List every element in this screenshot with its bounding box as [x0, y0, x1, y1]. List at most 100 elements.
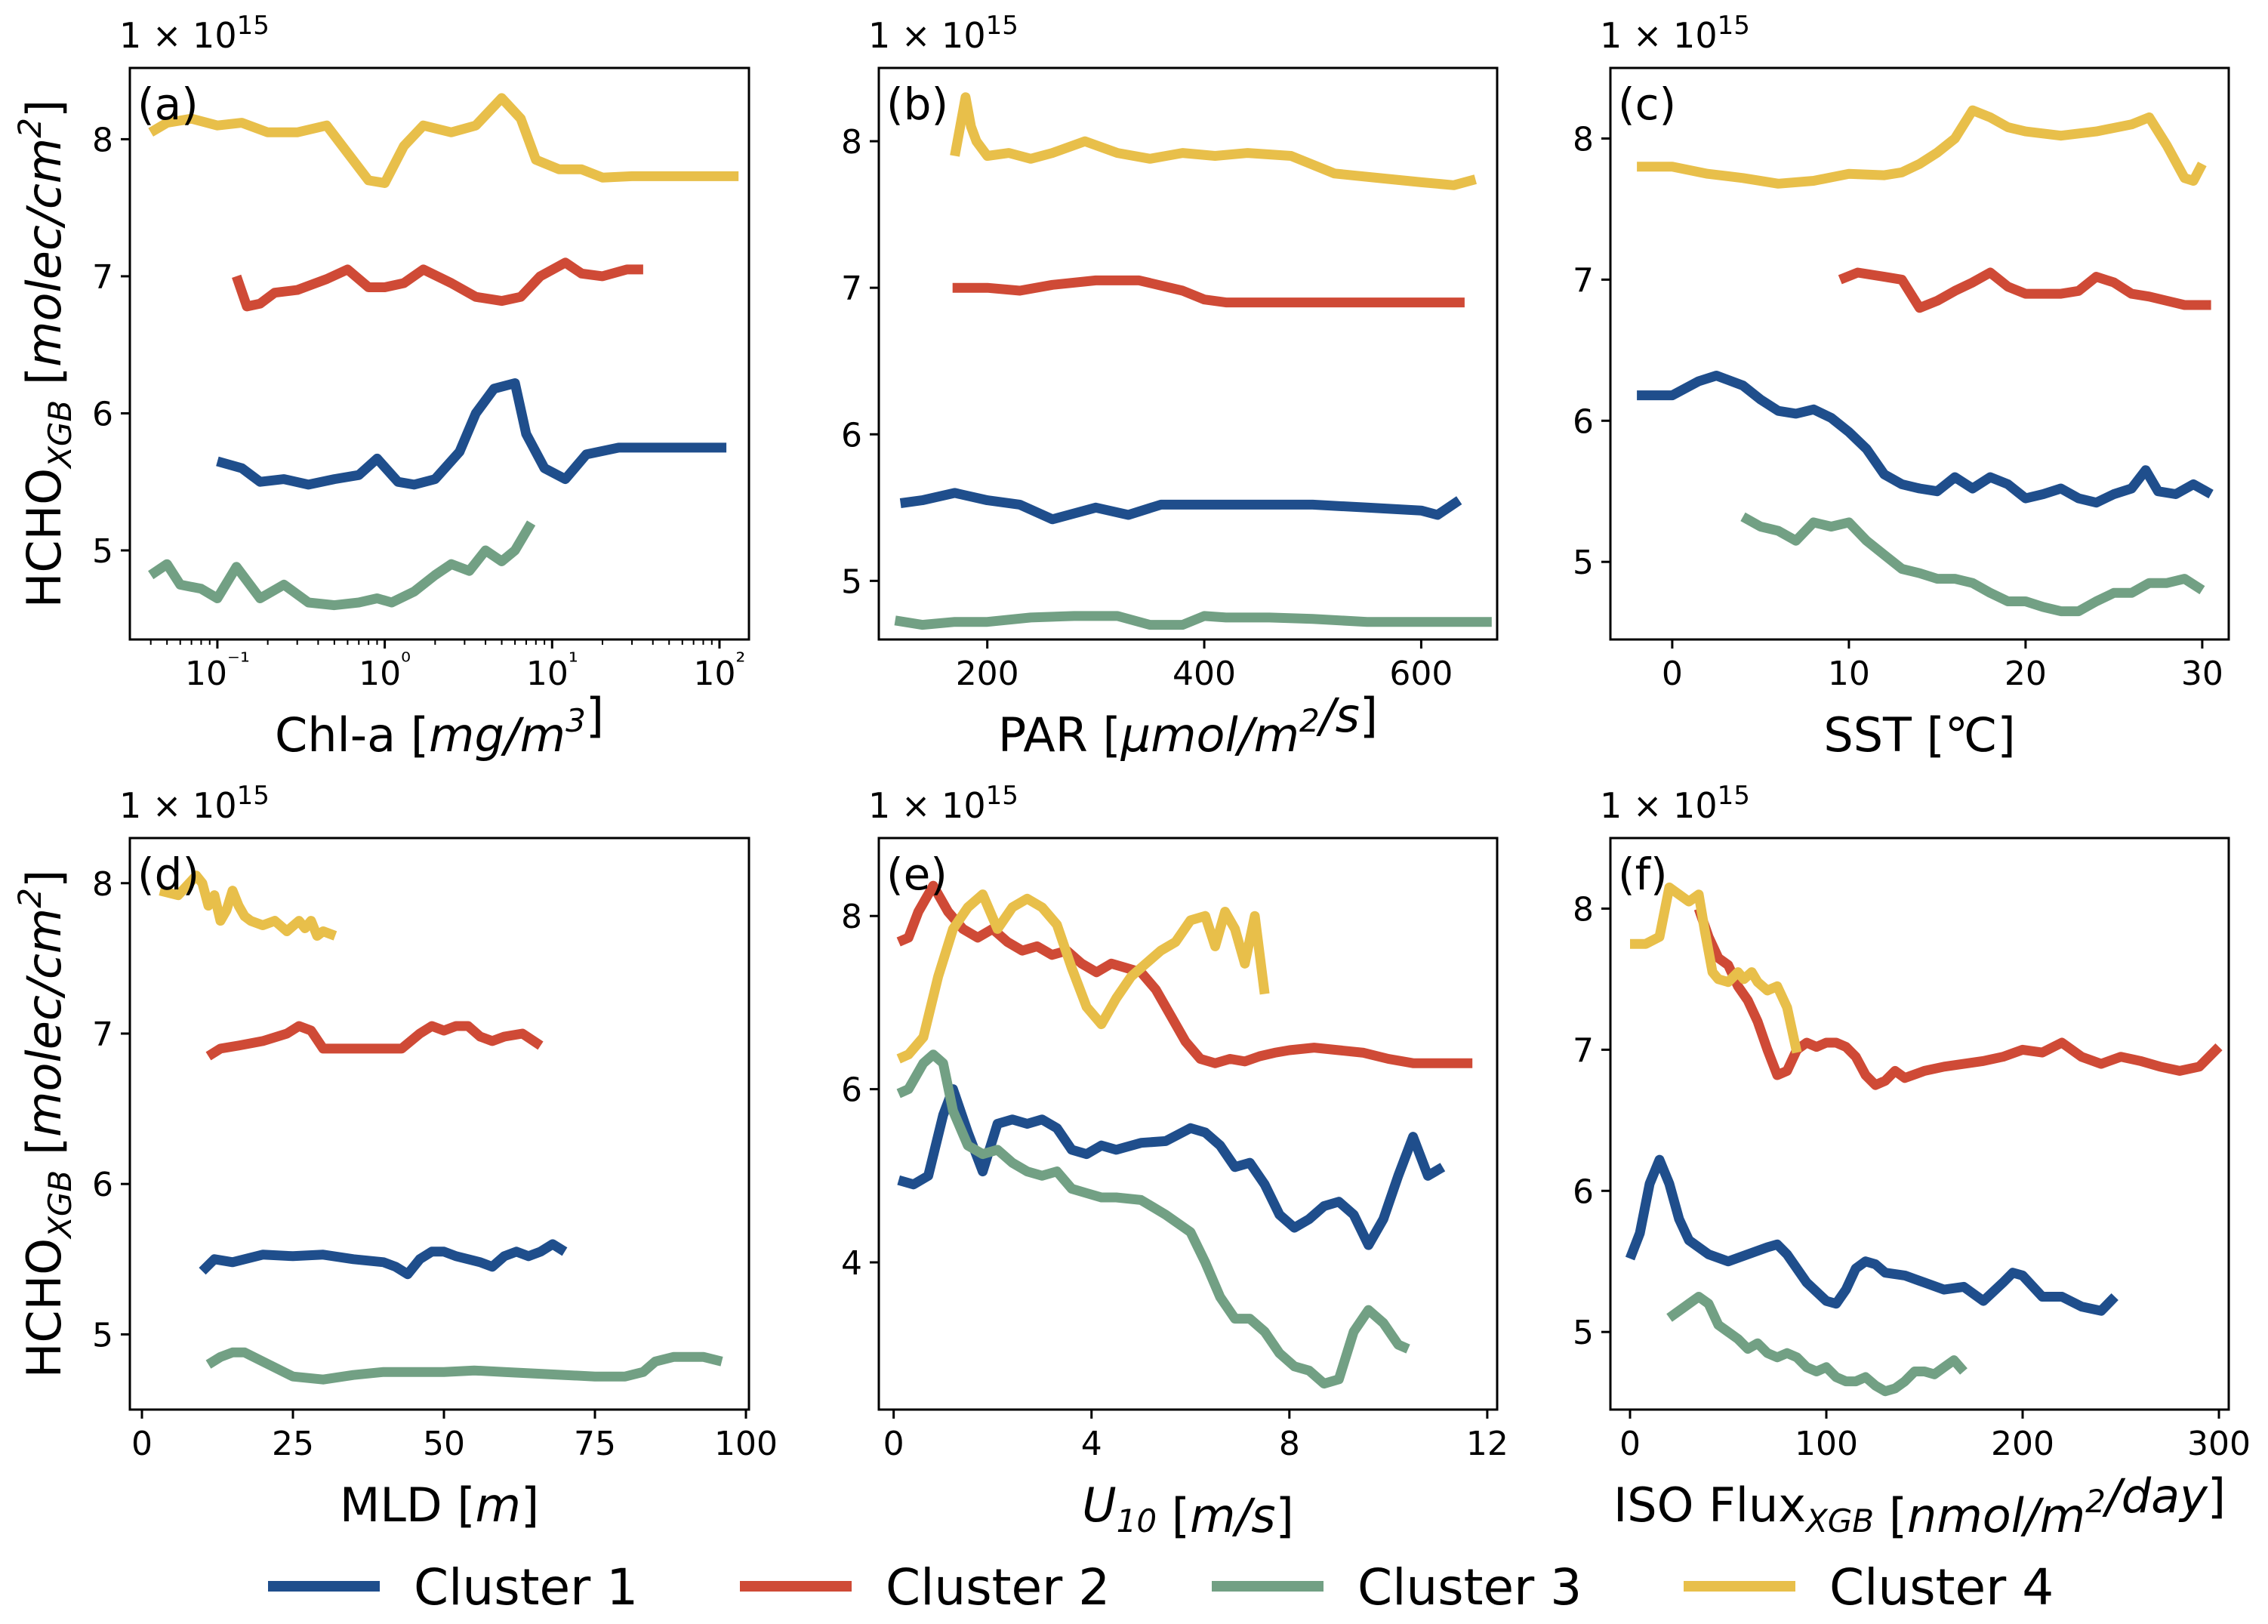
series-line — [148, 93, 739, 188]
panel-label: (e) — [886, 849, 948, 900]
series-line — [950, 92, 1477, 190]
x-axis-label: MLD [m] — [340, 1478, 539, 1533]
series-line — [897, 1084, 1446, 1250]
series-line — [1637, 105, 2207, 189]
series-line — [1666, 1292, 1968, 1397]
y-tick-label: 8 — [841, 123, 862, 162]
y-tick-label: 6 — [1573, 402, 1594, 441]
x-tick-label: 300 — [2187, 1425, 2251, 1463]
y-tick-label: 7 — [1573, 1031, 1594, 1070]
y-tick-label: 8 — [92, 865, 113, 904]
plot-frame — [128, 837, 750, 1411]
x-tick-label: 600 — [1389, 655, 1453, 693]
x-tick-label: 0 — [1662, 655, 1683, 693]
series-line — [1630, 882, 1802, 1054]
x-tick-label: 0 — [131, 1425, 153, 1463]
x-tick-label: 30 — [2181, 655, 2223, 693]
y-axis-label: HCHOXGB [molec/cm2] — [11, 870, 79, 1379]
plot-frame — [1609, 837, 2230, 1411]
chart-panel: 0 25 50 75 100 5 6 7 81 × 1015 (d) MLD [m] HCHOXGB … — [11, 781, 778, 1533]
series-line — [952, 275, 1465, 308]
legend: Cluster 1 Cluster 2 Cluster 3 Cluster 4 — [268, 1558, 2054, 1616]
legend-item: Cluster 3 — [1212, 1558, 1582, 1616]
panel-label: (d) — [137, 849, 199, 900]
x-tick-label: 10¹ — [526, 647, 578, 693]
x-tick-label: 400 — [1173, 655, 1236, 693]
y-tick-label: 8 — [841, 898, 862, 936]
x-tick-label: 8 — [1279, 1425, 1300, 1463]
y-tick-label: 8 — [92, 121, 113, 159]
legend-label: Cluster 2 — [886, 1558, 1110, 1616]
plot-frame — [128, 66, 750, 641]
series-line — [205, 1347, 723, 1385]
x-tick-label: 50 — [423, 1425, 465, 1463]
plot-frame — [1609, 66, 2230, 641]
y-tick-label: 7 — [1573, 261, 1594, 300]
x-axis-label: U10 [m/s] — [1082, 1478, 1294, 1543]
y-tick-label: 8 — [1573, 890, 1594, 929]
chart-panel: 0 4 8 12 4 6 8 1 × 1015 (e) U10 [m/s] — [841, 781, 1508, 1543]
y-tick-label: 7 — [92, 1015, 113, 1054]
panel-label: (b) — [886, 79, 948, 130]
series-line — [148, 520, 536, 611]
series-line — [896, 889, 1270, 1064]
chart-panel: 200 400 600 5 6 7 8 1 × 1015 (b) PAR [μmol/m2/s] — [841, 11, 1499, 763]
x-axis-label: Chl-a [mg/m3] — [275, 688, 604, 763]
series-line — [1637, 371, 2214, 508]
legend-item: Cluster 1 — [268, 1558, 638, 1616]
y-multiplier: 1 × 1015 — [119, 11, 270, 56]
x-tick-label: 10 — [1828, 655, 1870, 693]
series-line — [232, 257, 643, 312]
plot-frame — [877, 66, 1499, 641]
series-line — [896, 1049, 1410, 1389]
series-line — [899, 488, 1462, 525]
x-tick-label: 100 — [714, 1425, 778, 1463]
x-tick-label: 12 — [1466, 1425, 1508, 1463]
x-tick-label: 25 — [272, 1425, 314, 1463]
legend-item: Cluster 2 — [740, 1558, 1110, 1616]
y-tick-label: 6 — [92, 1166, 113, 1204]
y-axis-label: HCHOXGB [molec/cm2] — [11, 100, 79, 609]
x-tick-label: 10⁻¹ — [185, 647, 250, 693]
y-multiplier: 1 × 1015 — [1600, 781, 1750, 826]
series-line — [199, 1239, 568, 1280]
panel-label: (f) — [1618, 849, 1668, 900]
x-axis-label: ISO FluxXGB [nmol/m2/day] — [1613, 1468, 2226, 1543]
y-multiplier: 1 × 1015 — [119, 781, 270, 826]
y-tick-label: 4 — [841, 1244, 862, 1283]
y-tick-label: 7 — [841, 270, 862, 308]
series-line — [1625, 1154, 2119, 1316]
y-tick-label: 6 — [92, 395, 113, 433]
plot-frame — [877, 837, 1499, 1411]
series-line — [205, 1021, 544, 1061]
panel-label: (a) — [137, 79, 199, 130]
series-line — [894, 611, 1492, 630]
x-tick-label: 200 — [956, 655, 1019, 693]
y-tick-label: 5 — [92, 532, 113, 571]
chart-panel: 10⁻¹ 10⁰ 10¹ 10² 5 6 7 8 1 × 1015 (a) Chl-a [mg/m3… — [11, 11, 750, 763]
x-tick-label: 20 — [2005, 655, 2047, 693]
x-tick-label: 4 — [1081, 1425, 1102, 1463]
series-line — [896, 880, 1473, 1068]
chart-panel: 0 100 200 300 5 6 7 8 1 × 1015 (f) ISO FluxXGB [nm… — [1573, 781, 2251, 1543]
series-line — [1740, 512, 2205, 617]
legend-label: Cluster 4 — [1829, 1558, 2054, 1616]
legend-item: Cluster 4 — [1684, 1558, 2054, 1616]
x-tick-label: 75 — [574, 1425, 616, 1463]
x-axis-label: SST [℃] — [1823, 707, 2015, 763]
x-tick-label: 0 — [1619, 1425, 1641, 1463]
y-tick-label: 5 — [92, 1316, 113, 1354]
chart-panel: 0 10 20 30 5 6 7 8 1 × 1015 (c) SST [℃] — [1573, 11, 2230, 763]
x-tick-label: 200 — [1991, 1425, 2054, 1463]
y-tick-label: 6 — [1573, 1173, 1594, 1211]
series-line — [216, 378, 727, 490]
series-line — [1838, 267, 2211, 313]
x-axis-label: PAR [μmol/m2/s] — [998, 688, 1378, 763]
y-tick-label: 7 — [92, 258, 113, 297]
y-tick-label: 6 — [841, 1071, 862, 1110]
y-multiplier: 1 × 1015 — [868, 781, 1018, 826]
y-tick-label: 5 — [1573, 1314, 1594, 1352]
x-tick-label: 10² — [694, 647, 746, 693]
panel-label: (c) — [1618, 79, 1676, 130]
